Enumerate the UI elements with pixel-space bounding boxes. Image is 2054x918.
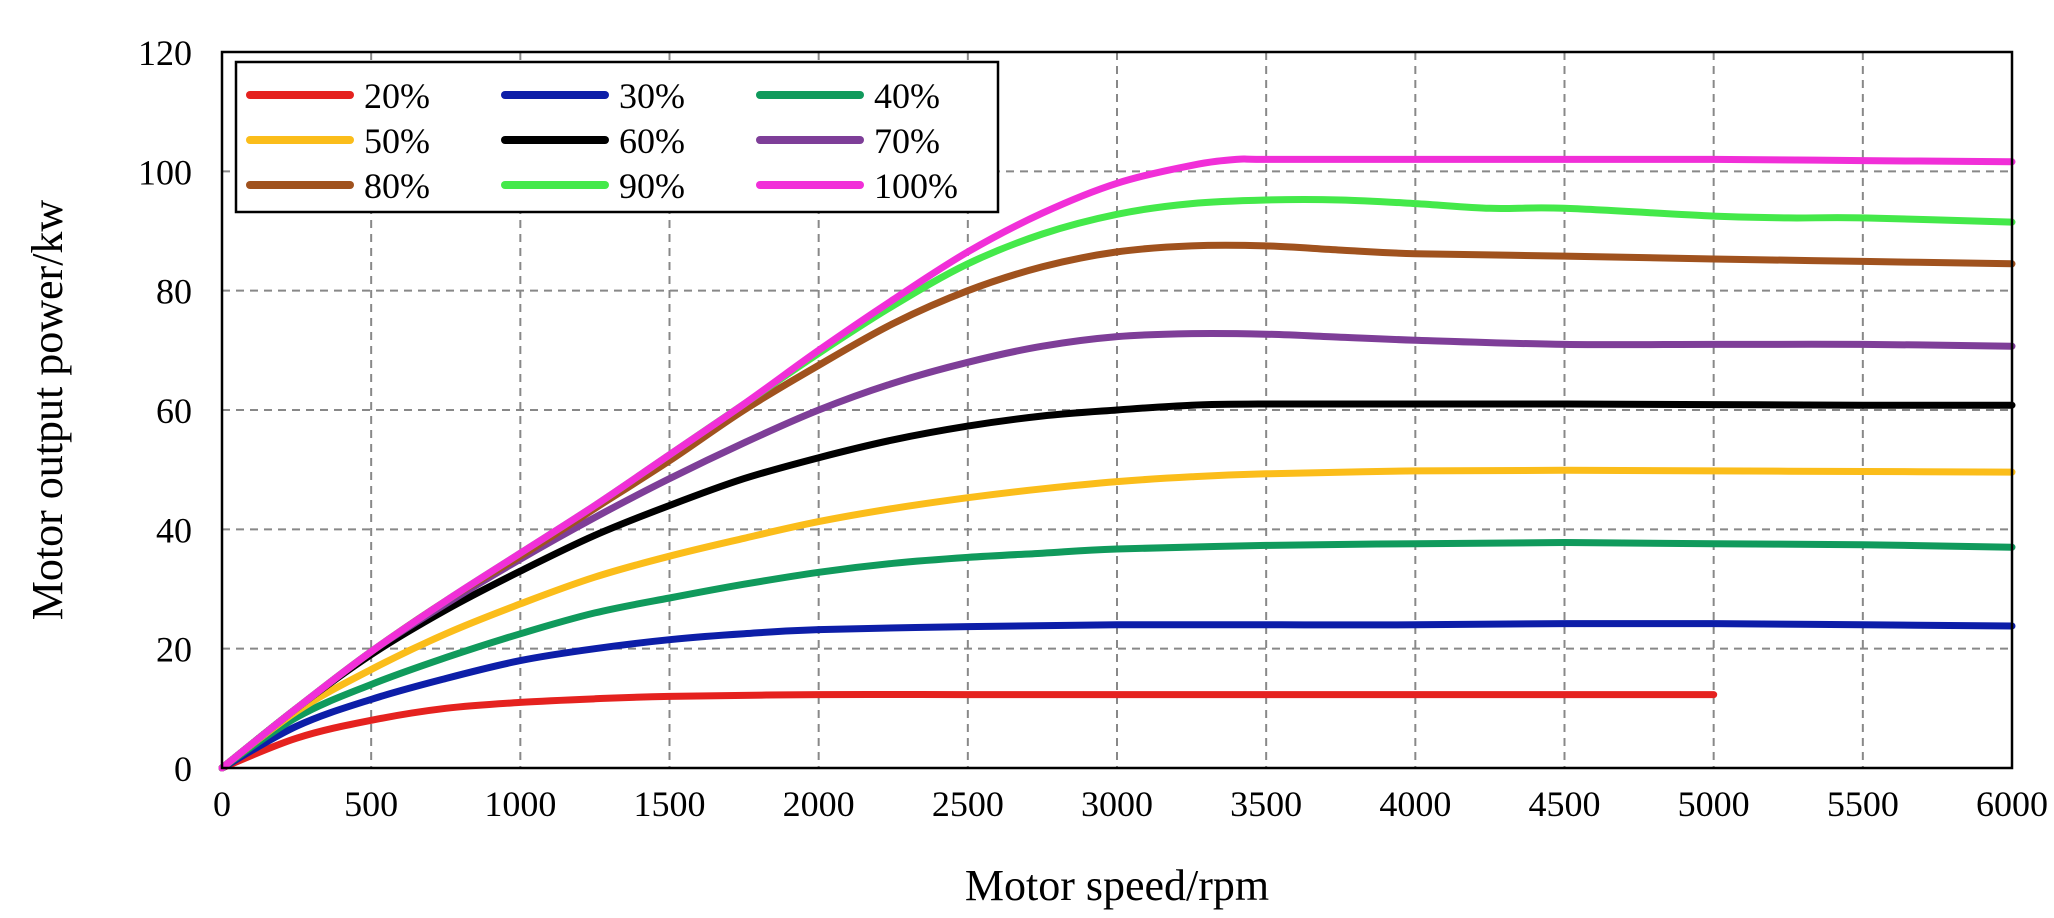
y-tick-label: 120 xyxy=(138,33,192,73)
legend-label: 50% xyxy=(364,121,430,161)
legend-label: 90% xyxy=(619,166,685,206)
legend-label: 40% xyxy=(874,76,940,116)
y-axis-title: Motor output power/kw xyxy=(23,200,72,621)
legend: 20% 30% 40% 50% 60% 70% 80% 90% 100% xyxy=(234,60,1000,214)
x-tick-label: 3000 xyxy=(1081,784,1153,824)
x-tick-label: 2000 xyxy=(783,784,855,824)
series-line-40pct xyxy=(218,539,2016,772)
tick-labels: 0 500 1000 1500 2000 2500 3000 3500 4000 4500 5000… xyxy=(138,33,2048,824)
x-tick-label: 1000 xyxy=(484,784,556,824)
series-line-30pct xyxy=(218,619,2016,772)
x-axis-title: Motor speed/rpm xyxy=(965,861,1269,910)
x-tick-label: 3500 xyxy=(1230,784,1302,824)
y-tick-label: 80 xyxy=(156,272,192,312)
plot-frame xyxy=(220,50,2014,770)
series-line-100pct xyxy=(218,155,2016,772)
legend-label: 20% xyxy=(364,76,430,116)
legend-label: 80% xyxy=(364,166,430,206)
legend-label: 70% xyxy=(874,121,940,161)
x-tick-label: 500 xyxy=(344,784,398,824)
y-tick-label: 0 xyxy=(174,749,192,789)
legend-box xyxy=(234,60,1000,214)
series-layer xyxy=(218,155,2016,772)
series-line-50pct xyxy=(218,466,2016,772)
series-line-20pct xyxy=(218,690,1718,772)
series-line-60pct xyxy=(218,400,2016,772)
x-tick-label: 2500 xyxy=(932,784,1004,824)
y-tick-label: 40 xyxy=(156,510,192,550)
legend-label: 100% xyxy=(874,166,958,206)
x-tick-label: 5000 xyxy=(1678,784,1750,824)
legend-label: 60% xyxy=(619,121,685,161)
x-tick-label: 4500 xyxy=(1529,784,1601,824)
legend-label: 30% xyxy=(619,76,685,116)
x-tick-label: 0 xyxy=(213,784,231,824)
x-tick-label: 5500 xyxy=(1827,784,1899,824)
y-tick-label: 100 xyxy=(138,152,192,192)
x-tick-label: 4000 xyxy=(1379,784,1451,824)
y-tick-label: 60 xyxy=(156,391,192,431)
y-tick-label: 20 xyxy=(156,630,192,670)
x-tick-label: 6000 xyxy=(1976,784,2048,824)
x-tick-label: 1500 xyxy=(634,784,706,824)
